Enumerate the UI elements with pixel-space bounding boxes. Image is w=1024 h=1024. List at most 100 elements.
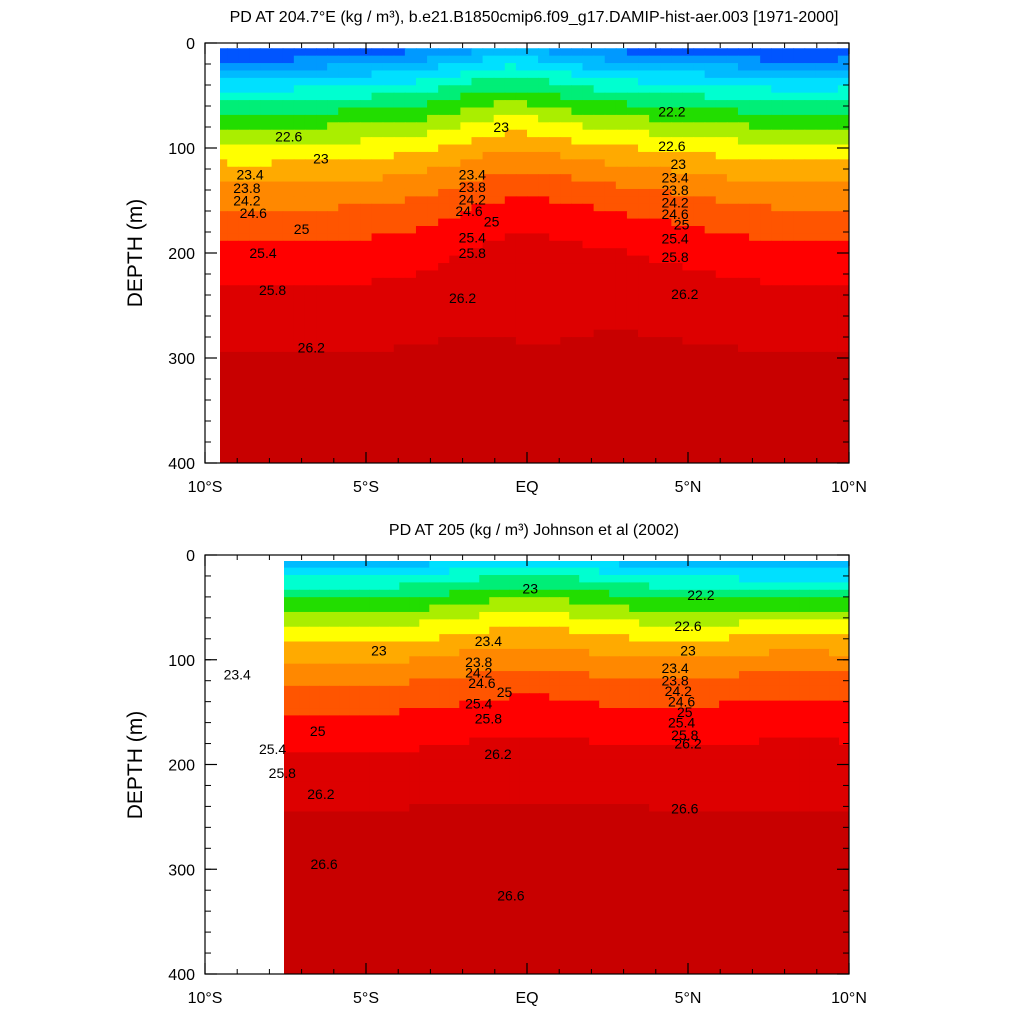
density-cell [660, 129, 672, 138]
density-cell [749, 159, 761, 168]
density-cell [360, 337, 373, 346]
density-cell [709, 619, 720, 628]
density-cell [493, 381, 506, 390]
density-cell [249, 351, 262, 360]
density-cell [515, 411, 528, 420]
density-cell [493, 55, 506, 64]
density-cell [304, 233, 317, 242]
density-cell [382, 151, 395, 160]
density-cell [689, 693, 700, 702]
density-cell [509, 567, 520, 576]
density-cell [679, 589, 690, 598]
density-cell [671, 114, 684, 123]
density-cell [638, 314, 650, 323]
density-cell [715, 211, 728, 220]
contour-label: 23.8 [661, 182, 688, 198]
density-cell [759, 678, 770, 687]
density-cell [669, 656, 680, 665]
density-cell [482, 122, 495, 131]
density-cell [559, 715, 570, 724]
density-cell [593, 285, 606, 294]
density-cell [549, 374, 561, 383]
density-cell [399, 597, 410, 606]
density-cell [815, 248, 828, 257]
density-cell [749, 77, 761, 86]
density-cell [282, 374, 295, 383]
density-cell [771, 48, 783, 57]
density-cell [760, 159, 772, 168]
density-cell [360, 129, 373, 138]
density-cell [615, 55, 628, 64]
density-cell [749, 314, 761, 323]
density-cell [659, 722, 670, 731]
density-cell [619, 567, 630, 576]
density-cell [589, 589, 600, 598]
density-cell [369, 656, 380, 665]
density-cell [449, 151, 461, 160]
density-cell [615, 337, 628, 346]
density-cell [829, 730, 840, 739]
density-cell [709, 641, 720, 650]
density-cell [404, 396, 417, 405]
density-cell [238, 114, 251, 123]
density-cell [269, 671, 280, 679]
density-cell [604, 48, 617, 57]
density-cell [615, 137, 628, 146]
density-cell [660, 388, 672, 397]
density-cell [693, 144, 706, 153]
density-cell [699, 722, 710, 731]
density-cell [699, 678, 710, 687]
density-cell [739, 752, 750, 761]
density-cell [249, 151, 262, 160]
density-cell [693, 196, 706, 205]
density-cell [460, 63, 473, 72]
density-cell [559, 634, 570, 643]
density-cell [593, 381, 606, 390]
density-cell [382, 226, 395, 235]
density-cell [489, 678, 500, 687]
density-cell [737, 344, 750, 353]
density-cell [271, 388, 284, 397]
density-cell [539, 648, 550, 657]
density-cell [569, 575, 580, 583]
density-cell [382, 218, 395, 227]
density-cell [360, 166, 373, 175]
density-cell [789, 648, 800, 657]
density-cell [449, 634, 460, 643]
density-cell [649, 619, 660, 628]
density-cell [271, 166, 284, 175]
density-cell [539, 567, 550, 576]
density-cell [260, 248, 273, 257]
density-cell [819, 730, 830, 739]
density-cell [499, 671, 510, 680]
density-cell [360, 63, 373, 72]
density-cell [799, 648, 810, 657]
density-cell [382, 196, 395, 205]
density-cell [327, 233, 339, 242]
density-cell [589, 715, 600, 724]
density-cell [726, 411, 739, 420]
density-cell [715, 411, 728, 420]
density-cell [489, 634, 500, 643]
density-cell [739, 693, 750, 702]
density-cell [671, 63, 684, 72]
density-cell [304, 70, 317, 79]
density-cell [427, 114, 439, 123]
density-cell [260, 166, 273, 175]
density-cell [793, 233, 806, 242]
density-cell [599, 752, 610, 761]
density-cell [304, 255, 317, 264]
density-cell [220, 226, 228, 235]
density-cell [609, 700, 620, 709]
density-cell [715, 396, 728, 405]
density-cell [615, 300, 628, 309]
density-cell [669, 648, 680, 657]
density-cell [571, 166, 584, 175]
density-cell [749, 359, 761, 368]
density-cell [269, 715, 280, 723]
density-cell [249, 122, 262, 131]
density-cell [205, 448, 217, 456]
density-cell [649, 174, 661, 183]
density-cell [316, 174, 328, 183]
density-cell [349, 359, 362, 368]
